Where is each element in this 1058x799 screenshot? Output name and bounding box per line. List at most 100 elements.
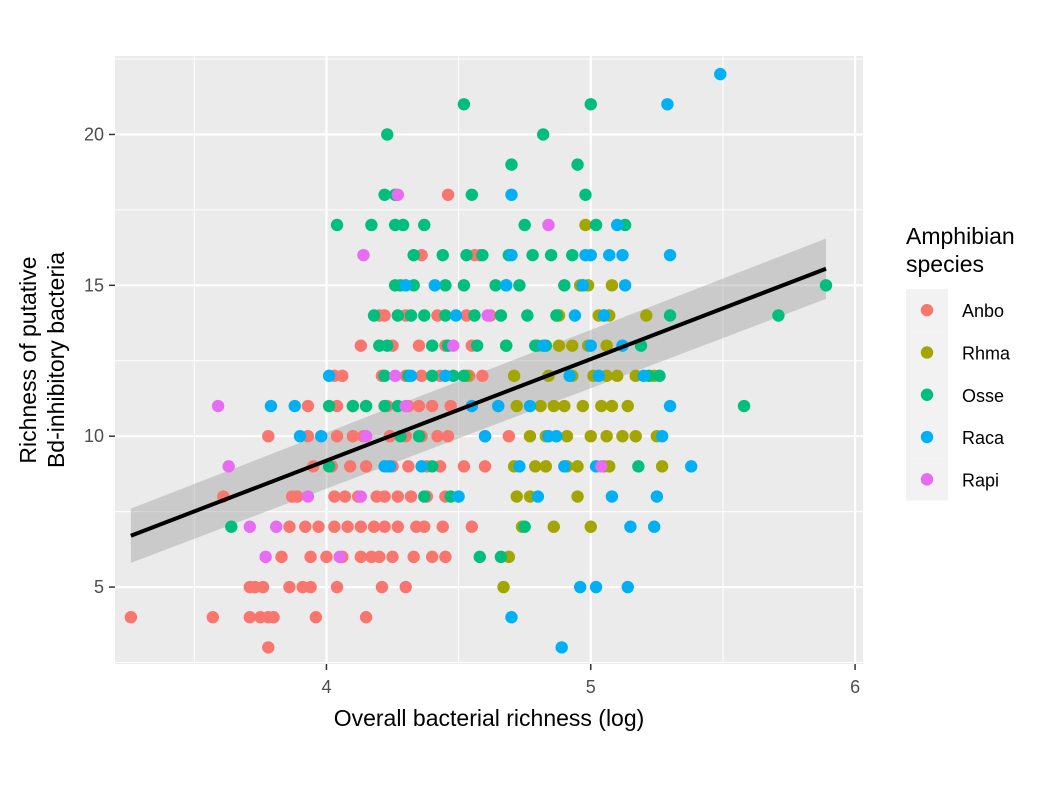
data-point-osse bbox=[378, 369, 391, 383]
data-point-osse bbox=[518, 218, 531, 232]
data-point-raca bbox=[378, 460, 391, 473]
data-point-raca bbox=[663, 399, 677, 413]
data-point-anbo bbox=[304, 550, 317, 564]
data-point-anbo bbox=[354, 339, 368, 352]
data-point-raca bbox=[661, 98, 674, 111]
data-point-anbo bbox=[346, 429, 360, 443]
data-point-rhma bbox=[621, 399, 634, 413]
data-point-rhma bbox=[571, 490, 584, 503]
data-point-rapi bbox=[211, 399, 225, 413]
data-point-anbo bbox=[391, 490, 405, 503]
data-point-raca bbox=[589, 580, 603, 594]
legend-label-rhma: Rhma bbox=[962, 343, 1011, 363]
data-point-raca bbox=[288, 399, 301, 413]
data-point-raca bbox=[610, 218, 624, 232]
data-point-anbo bbox=[367, 520, 381, 533]
data-point-raca bbox=[684, 460, 698, 473]
data-point-osse bbox=[579, 188, 592, 201]
data-point-raca bbox=[399, 279, 412, 292]
data-point-osse bbox=[418, 490, 431, 503]
y-axis-title-line-1: Richness of putative bbox=[15, 256, 41, 463]
legend-key-raca bbox=[920, 430, 934, 444]
data-point-anbo bbox=[378, 520, 391, 533]
data-point-rhma bbox=[584, 520, 597, 533]
data-point-anbo bbox=[304, 580, 317, 594]
data-point-raca bbox=[558, 460, 571, 473]
y-axis-title: Richness of putative Bd-inhibitory bacte… bbox=[15, 252, 69, 468]
data-point-rapi bbox=[399, 399, 412, 413]
data-point-anbo bbox=[320, 550, 333, 564]
data-point-anbo bbox=[206, 611, 219, 624]
data-point-rapi bbox=[333, 550, 346, 564]
data-point-osse bbox=[378, 188, 391, 201]
data-point-osse bbox=[505, 158, 518, 171]
data-point-raca bbox=[597, 309, 611, 322]
data-point-anbo bbox=[425, 399, 439, 413]
data-point-rhma bbox=[579, 218, 592, 232]
data-point-osse bbox=[457, 369, 471, 383]
data-point-osse bbox=[476, 248, 489, 262]
data-point-rhma bbox=[510, 490, 523, 503]
data-point-osse bbox=[473, 550, 486, 564]
data-point-osse bbox=[407, 248, 420, 262]
data-point-osse bbox=[521, 309, 534, 322]
data-point-osse bbox=[322, 399, 336, 413]
data-point-osse bbox=[381, 128, 394, 141]
data-point-osse bbox=[566, 248, 579, 262]
data-point-raca bbox=[415, 460, 428, 473]
data-point-raca bbox=[322, 369, 336, 383]
data-point-osse bbox=[418, 218, 431, 232]
data-point-anbo bbox=[378, 309, 391, 322]
data-point-anbo bbox=[354, 520, 368, 533]
data-point-osse bbox=[571, 158, 584, 171]
data-point-osse bbox=[378, 399, 391, 413]
data-point-anbo bbox=[378, 490, 391, 503]
data-point-osse bbox=[391, 309, 405, 322]
data-point-anbo bbox=[373, 550, 386, 564]
data-point-anbo bbox=[391, 520, 405, 533]
data-point-rhma bbox=[605, 399, 619, 413]
data-point-raca bbox=[618, 279, 632, 292]
data-point-anbo bbox=[256, 580, 270, 594]
data-point-osse bbox=[367, 309, 381, 322]
legend-label-osse: Osse bbox=[962, 386, 1004, 406]
x-tick-label: 5 bbox=[586, 677, 596, 697]
data-point-raca bbox=[603, 248, 616, 262]
data-point-rhma bbox=[600, 339, 613, 352]
data-point-osse bbox=[470, 339, 484, 352]
data-point-osse bbox=[468, 309, 481, 322]
data-point-raca bbox=[523, 399, 537, 413]
data-point-anbo bbox=[309, 611, 323, 624]
data-point-osse bbox=[425, 339, 439, 352]
data-point-anbo bbox=[399, 580, 412, 594]
data-point-raca bbox=[637, 369, 650, 383]
data-point-osse bbox=[436, 248, 449, 262]
data-point-anbo bbox=[425, 550, 439, 564]
y-axis-title-line-2: Bd-inhibitory bacteria bbox=[43, 252, 69, 468]
legend-label-raca: Raca bbox=[962, 428, 1005, 448]
data-point-osse bbox=[225, 520, 238, 533]
data-point-rhma bbox=[655, 460, 669, 473]
y-tick-label: 15 bbox=[84, 275, 104, 295]
legend-items: Anbo Rhma Osse Raca Rapi bbox=[906, 289, 1011, 501]
data-point-rhma bbox=[616, 429, 629, 443]
data-point-rhma bbox=[584, 429, 597, 443]
data-point-anbo bbox=[441, 429, 455, 443]
data-point-anbo bbox=[354, 550, 368, 564]
legend-title-line-2: species bbox=[906, 251, 984, 277]
y-tick-label: 20 bbox=[84, 124, 104, 144]
data-point-osse bbox=[457, 98, 471, 111]
data-point-raca bbox=[584, 339, 597, 352]
data-point-osse bbox=[526, 248, 539, 262]
data-point-rhma bbox=[558, 399, 571, 413]
data-point-raca bbox=[563, 369, 576, 383]
data-point-rapi bbox=[542, 218, 555, 232]
data-point-rapi bbox=[391, 188, 405, 201]
data-point-rhma bbox=[576, 399, 590, 413]
data-point-osse bbox=[412, 429, 426, 443]
data-point-osse bbox=[536, 128, 550, 141]
data-point-anbo bbox=[275, 550, 288, 564]
data-point-osse bbox=[439, 279, 452, 292]
data-point-raca bbox=[584, 248, 597, 262]
data-point-rhma bbox=[629, 429, 642, 443]
